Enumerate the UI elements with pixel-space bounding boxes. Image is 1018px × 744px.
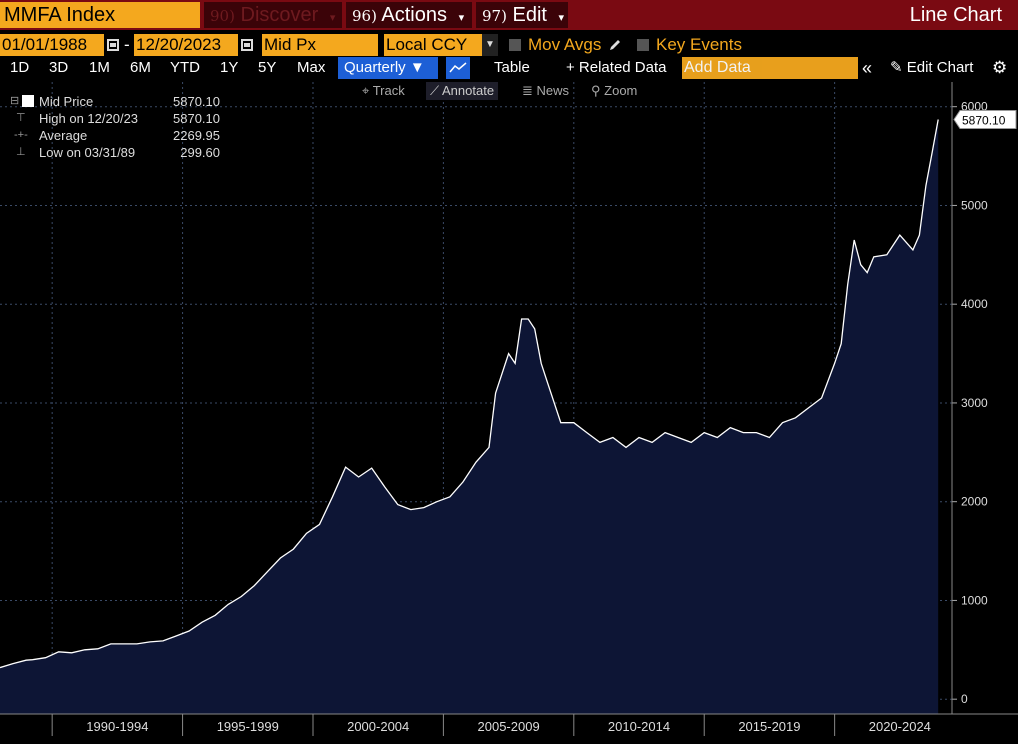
legend-average-value: 2269.95 (173, 128, 220, 143)
discover-number: 90) (210, 7, 235, 25)
collapse-icon[interactable]: « (862, 58, 873, 78)
key-events-checkbox[interactable] (637, 39, 649, 51)
chevron-down-icon[interactable]: ▼ (482, 34, 498, 56)
y-tick-label: 4000 (961, 297, 988, 311)
legend-series-label: Mid Price (39, 94, 94, 109)
legend-average-label: Average (39, 128, 88, 143)
magnifier-icon: ⚲ (591, 83, 601, 98)
collapse-tree-icon[interactable]: ⊟ (10, 95, 20, 107)
series-area (0, 119, 939, 714)
crosshair-icon: ⌖ (362, 83, 370, 98)
edit-chart-button[interactable]: ✎ Edit Chart (890, 57, 973, 79)
annotate-label: Annotate (442, 83, 495, 98)
calendar-icon[interactable] (241, 39, 253, 51)
edit-number: 97) (482, 7, 507, 25)
legend-low[interactable]: ⊥ Low on 03/31/89 299.60 (10, 144, 220, 161)
chart-legend: ⊟ Mid Price 5870.10 ⊤ High on 12/20/23 5… (10, 93, 220, 161)
x-tick-label: 1995-1999 (217, 719, 279, 734)
field-selector[interactable]: Mid Px (262, 34, 378, 56)
chevron-down-icon: ▾ (329, 12, 336, 24)
actions-menu[interactable]: 96) Actions ▾ (346, 2, 472, 28)
period-5y[interactable]: 5Y (258, 59, 277, 76)
gear-icon[interactable]: ⚙ (992, 58, 1008, 77)
edit-label: Edit (512, 4, 547, 26)
y-tick-label: 2000 (961, 495, 988, 509)
news-icon: ≣ (522, 83, 533, 98)
period-1m[interactable]: 1M (89, 59, 110, 76)
period-1y[interactable]: 1Y (220, 59, 239, 76)
chevron-down-icon: ▾ (458, 12, 465, 24)
legend-low-value: 299.60 (180, 145, 220, 160)
period-max[interactable]: Max (297, 59, 326, 76)
high-marker-icon: ⊤ (16, 112, 26, 124)
y-tick-label: 3000 (961, 396, 988, 410)
currency-selector[interactable]: Local CCY (384, 34, 482, 56)
x-tick-label: 1990-1994 (86, 719, 148, 734)
last-value-badge (953, 110, 1017, 130)
period-1d[interactable]: 1D (10, 59, 30, 76)
zoom-tool[interactable]: ⚲ Zoom (591, 82, 637, 100)
table-button[interactable]: Table (494, 59, 530, 76)
legend-low-label: Low on 03/31/89 (39, 145, 136, 160)
news-tool[interactable]: ≣ News (522, 82, 569, 100)
zoom-label: Zoom (604, 83, 638, 98)
annotate-icon: ⟋ (430, 83, 440, 98)
legend-high[interactable]: ⊤ High on 12/20/23 5870.10 (10, 110, 220, 127)
y-tick-label: 1000 (961, 593, 988, 607)
series-line (0, 119, 939, 669)
add-data-input[interactable]: Add Data (682, 57, 858, 79)
ticker-field[interactable]: MMFA Index (0, 2, 200, 28)
last-value-label: 5870.10 (962, 114, 1006, 128)
pencil-icon: ✎ (890, 59, 903, 76)
news-label: News (536, 83, 570, 98)
x-tick-label: 2005-2009 (478, 719, 540, 734)
actions-label: Actions (381, 4, 447, 26)
x-tick-label: 2015-2019 (738, 719, 800, 734)
frequency-dropdown[interactable]: Quarterly ▼ (338, 57, 438, 79)
x-tick-label: 2000-2004 (347, 719, 409, 734)
line-chart-icon[interactable] (446, 57, 470, 79)
actions-number: 96) (352, 7, 377, 25)
track-tool[interactable]: ⌖ Track (362, 82, 405, 100)
legend-average[interactable]: -+- Average 2269.95 (10, 127, 220, 144)
y-tick-label: 5000 (961, 198, 988, 212)
mov-avgs-label[interactable]: Mov Avgs (528, 35, 602, 54)
low-marker-icon: ⊥ (16, 146, 26, 158)
period-toolbar: 1D 3D 1M 6M YTD 1Y 5Y Max Quarterly ▼ Ta… (0, 57, 1018, 79)
legend-high-label: High on 12/20/23 (39, 111, 139, 126)
x-tick-label: 2010-2014 (608, 719, 670, 734)
legend-series[interactable]: ⊟ Mid Price 5870.10 (10, 93, 220, 110)
period-6m[interactable]: 6M (130, 59, 151, 76)
date-separator: - (124, 35, 130, 54)
start-date-field[interactable]: 01/01/1988 (0, 34, 104, 56)
mov-avgs-checkbox[interactable] (509, 39, 521, 51)
average-marker-icon: -+- (14, 129, 28, 141)
view-title: Line Chart (909, 4, 1002, 26)
discover-menu[interactable]: 90) Discover ▾ (204, 2, 342, 28)
end-date-field[interactable]: 12/20/2023 (134, 34, 238, 56)
x-tick-label: 2020-2024 (869, 719, 931, 734)
legend-high-value: 5870.10 (173, 111, 220, 126)
related-data-button[interactable]: + Related Data (566, 59, 667, 76)
calendar-icon[interactable] (107, 39, 119, 51)
y-tick-label: 0 (961, 692, 968, 706)
pencil-icon[interactable] (608, 38, 622, 52)
series-color-swatch (22, 95, 34, 107)
chevron-down-icon: ▾ (558, 12, 565, 24)
legend-series-value: 5870.10 (173, 94, 220, 109)
period-ytd[interactable]: YTD (170, 59, 200, 76)
date-range-bar: 01/01/1988 - 12/20/2023 Mid Px Local CCY… (0, 34, 1018, 56)
edit-menu[interactable]: 97) Edit ▾ (476, 2, 568, 28)
track-label: Track (372, 83, 405, 98)
period-3d[interactable]: 3D (49, 59, 69, 76)
key-events-label[interactable]: Key Events (656, 35, 742, 54)
edit-chart-label: Edit Chart (906, 59, 974, 76)
annotate-tool[interactable]: ⟋ Annotate (426, 82, 499, 100)
discover-label: Discover (240, 4, 319, 26)
title-bar: MMFA Index 90) Discover ▾ 96) Actions ▾ … (0, 0, 1018, 30)
